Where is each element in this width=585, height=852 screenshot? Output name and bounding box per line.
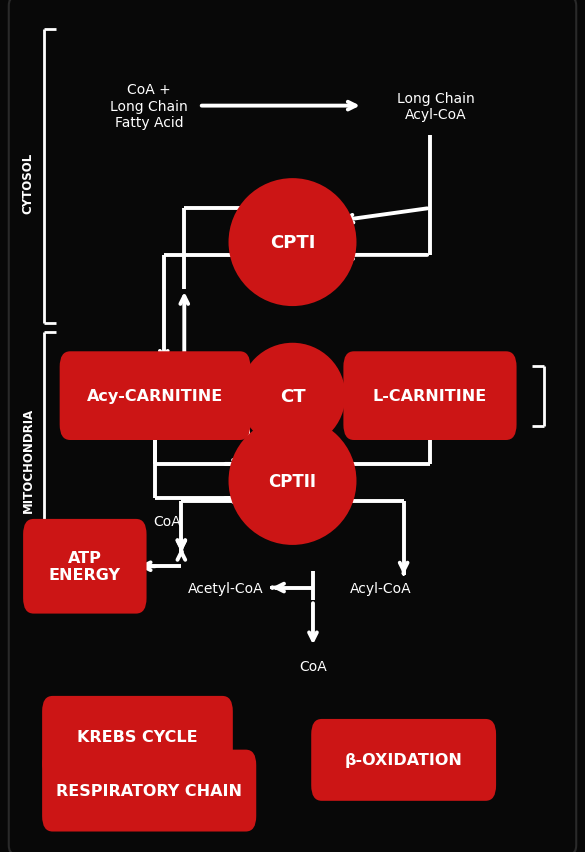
Text: β-OXIDATION: β-OXIDATION [345, 752, 463, 768]
FancyBboxPatch shape [23, 519, 146, 613]
Text: L-CARNITINE: L-CARNITINE [373, 389, 487, 404]
FancyBboxPatch shape [42, 696, 233, 778]
Text: CPTI: CPTI [270, 233, 315, 252]
Text: CPTII: CPTII [269, 472, 316, 491]
Ellipse shape [240, 343, 345, 449]
Text: Long Chain
Acyl-CoA: Long Chain Acyl-CoA [397, 91, 474, 122]
FancyBboxPatch shape [42, 750, 256, 832]
Text: Acy-CARNITINE: Acy-CARNITINE [87, 389, 223, 404]
Text: Acetyl-CoA: Acetyl-CoA [187, 581, 263, 595]
Ellipse shape [229, 179, 356, 307]
Text: CoA: CoA [299, 659, 327, 673]
Text: ATP
ENERGY: ATP ENERGY [49, 550, 121, 583]
FancyBboxPatch shape [343, 352, 517, 440]
Text: KREBS CYCLE: KREBS CYCLE [77, 729, 198, 745]
FancyBboxPatch shape [9, 0, 576, 852]
Text: MITOCHONDRIA: MITOCHONDRIA [22, 407, 35, 513]
Text: CoA +
Long Chain
Fatty Acid: CoA + Long Chain Fatty Acid [111, 83, 188, 130]
Text: RESPIRATORY CHAIN: RESPIRATORY CHAIN [56, 783, 242, 798]
Text: CYTOSOL: CYTOSOL [22, 153, 35, 214]
Text: Acyl-CoA: Acyl-CoA [349, 581, 411, 595]
FancyBboxPatch shape [60, 352, 250, 440]
Text: CT: CT [280, 387, 305, 406]
Text: CoA: CoA [153, 515, 181, 528]
FancyBboxPatch shape [311, 719, 496, 801]
Ellipse shape [229, 417, 356, 545]
